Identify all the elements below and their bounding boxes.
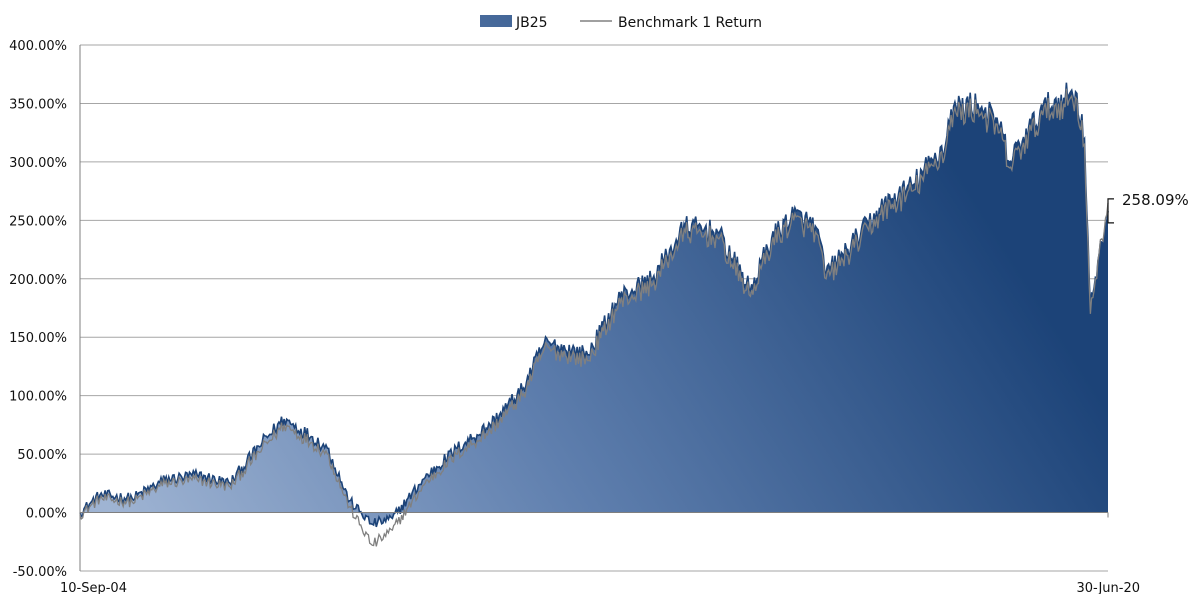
area-layer	[79, 82, 1109, 528]
end-value-label: 258.09%	[1107, 191, 1189, 224]
y-tick-label: 250.00%	[9, 214, 67, 229]
y-tick-label: 100.00%	[9, 390, 67, 405]
y-tick-label: 400.00%	[9, 39, 67, 54]
x-tick-labels: 10-Sep-04 30-Jun-20	[60, 581, 1140, 594]
series-edge-jb25	[79, 82, 1109, 528]
series-area-jb25	[80, 82, 1108, 527]
y-tick-label: 150.00%	[9, 331, 67, 346]
legend: JB25 Benchmark 1 Return	[480, 15, 762, 31]
y-tick-label: 0.00%	[26, 507, 67, 522]
x-tick-label-start: 10-Sep-04	[60, 581, 127, 594]
y-tick-label: 200.00%	[9, 273, 67, 288]
end-value-text: 258.09%	[1122, 191, 1189, 209]
y-tick-label: 300.00%	[9, 156, 67, 171]
legend-label-benchmark: Benchmark 1 Return	[618, 15, 762, 31]
y-tick-labels: -50.00% 0.00% 50.00% 100.00% 150.00% 200.00% 2…	[9, 39, 67, 580]
y-tick-label: -50.00%	[13, 565, 67, 580]
x-tick-label-end: 30-Jun-20	[1076, 581, 1140, 594]
legend-label-jb25: JB25	[515, 15, 548, 31]
legend-swatch-jb25	[480, 15, 512, 27]
y-tick-label: 50.00%	[17, 448, 67, 463]
y-tick-label: 350.00%	[9, 97, 67, 112]
end-value-bracket	[1107, 198, 1114, 224]
axes	[79, 45, 1109, 571]
series-line-benchmark-1-return	[79, 88, 1109, 547]
line-layer	[79, 88, 1109, 547]
